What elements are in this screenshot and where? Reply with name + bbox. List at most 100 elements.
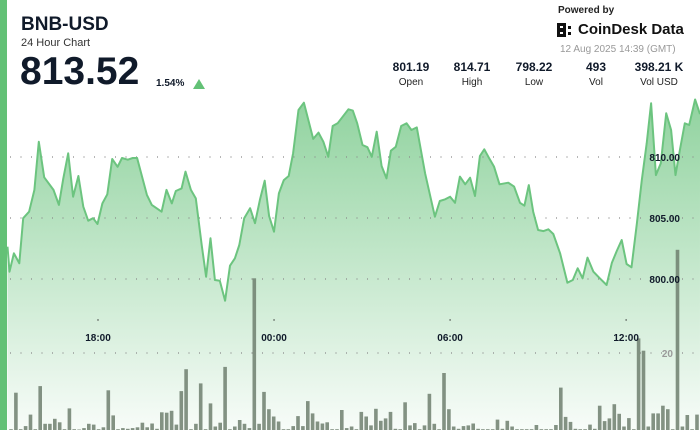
volume-bar bbox=[403, 402, 407, 430]
y-tick-label: 800.00 bbox=[649, 275, 680, 286]
volume-bar bbox=[111, 415, 115, 430]
volume-bar bbox=[169, 410, 174, 430]
volume-bar bbox=[130, 428, 135, 430]
volume-bar bbox=[184, 369, 188, 430]
volume-bar bbox=[310, 413, 315, 430]
volume-bars bbox=[9, 249, 699, 430]
brand-logo[interactable]: CoinDesk Data bbox=[557, 21, 684, 38]
stat-value: 398.21 K bbox=[634, 60, 684, 74]
volume-bar bbox=[597, 405, 602, 430]
volume-bar bbox=[174, 424, 179, 430]
volume-bar bbox=[627, 418, 631, 430]
stat-label: Vol bbox=[589, 77, 603, 88]
volume-bar bbox=[82, 428, 86, 430]
volume-bar bbox=[296, 416, 300, 430]
volume-bar bbox=[364, 416, 368, 430]
volume-bar bbox=[155, 428, 159, 430]
volume-bar bbox=[568, 421, 573, 430]
volume-bar bbox=[666, 409, 670, 430]
volume-bar bbox=[28, 414, 33, 430]
volume-bar bbox=[427, 393, 432, 430]
volume-bar bbox=[315, 421, 320, 430]
volume-bar bbox=[48, 423, 52, 430]
volume-bar bbox=[242, 423, 247, 430]
volume-bar bbox=[593, 428, 597, 430]
volume-bar bbox=[685, 415, 690, 430]
volume-bar bbox=[695, 414, 699, 430]
volume-bar bbox=[646, 426, 651, 430]
volume-bar bbox=[349, 426, 354, 430]
volume-bar bbox=[126, 428, 130, 430]
volume-bar bbox=[38, 386, 42, 430]
volume-bar bbox=[301, 426, 305, 430]
stat-value: 814.71 bbox=[453, 60, 491, 74]
volume-bar bbox=[461, 426, 466, 430]
volume-tick-label: 20 bbox=[662, 349, 674, 360]
volume-bar bbox=[471, 423, 475, 430]
volume-bar bbox=[651, 413, 655, 430]
x-tick-label: 18:00 bbox=[85, 333, 111, 344]
volume-bar bbox=[267, 409, 271, 430]
timestamp: 12 Aug 2025 14:39 (GMT) bbox=[560, 44, 676, 55]
volume-bar bbox=[223, 366, 227, 430]
stat-value: 493 bbox=[585, 60, 607, 74]
volume-bar bbox=[179, 391, 184, 430]
volume-bar bbox=[291, 426, 295, 430]
stat-label: Open bbox=[398, 77, 424, 88]
volume-bar bbox=[374, 408, 378, 430]
accent-bar bbox=[0, 0, 7, 430]
volume-bar bbox=[359, 411, 364, 430]
volume-bar bbox=[198, 383, 203, 430]
volume-bar bbox=[563, 416, 568, 430]
volume-bar bbox=[340, 410, 344, 430]
volume-bar bbox=[320, 423, 325, 430]
volume-bar bbox=[641, 350, 646, 430]
volume-bar bbox=[447, 409, 451, 430]
volume-bar bbox=[505, 420, 510, 430]
volume-bar bbox=[252, 278, 257, 430]
volume-bar bbox=[495, 419, 500, 430]
volume-bar bbox=[306, 401, 310, 430]
y-tick-label: 805.00 bbox=[649, 214, 680, 225]
stat-value: 801.19 bbox=[392, 60, 430, 74]
price-area bbox=[7, 99, 700, 430]
stat-vol: 493 Vol bbox=[566, 60, 626, 88]
page-title: BNB-USD bbox=[21, 14, 109, 35]
volume-bar bbox=[57, 422, 62, 430]
volume-bar bbox=[656, 413, 660, 430]
volume-bar bbox=[413, 423, 417, 430]
volume-bar bbox=[208, 403, 213, 430]
volume-bar bbox=[422, 425, 427, 430]
volume-bar bbox=[680, 426, 685, 430]
volume-bar bbox=[383, 418, 388, 430]
volume-bar bbox=[442, 373, 446, 430]
volume-bar bbox=[247, 428, 252, 430]
stat-value: 798.22 bbox=[515, 60, 553, 74]
stat-label: High bbox=[461, 77, 483, 88]
volume-bar bbox=[67, 408, 72, 430]
coindesk-logo-icon bbox=[557, 22, 571, 37]
volume-bar bbox=[534, 425, 539, 430]
current-price: 813.52 bbox=[20, 50, 140, 93]
triangle-up-icon bbox=[193, 79, 205, 89]
volume-bar bbox=[262, 391, 266, 430]
volume-bar bbox=[271, 416, 276, 430]
price-change: 1.54% bbox=[156, 78, 185, 89]
volume-bar bbox=[233, 426, 237, 430]
volume-bar bbox=[476, 428, 480, 430]
volume-bar bbox=[213, 426, 218, 430]
stat-vol-usd: 398.21 K Vol USD bbox=[629, 60, 689, 88]
price-line bbox=[6, 98, 700, 302]
volume-bar bbox=[573, 428, 578, 430]
volume-bar bbox=[325, 422, 329, 430]
chart-subtitle: 24 Hour Chart bbox=[21, 37, 91, 49]
volume-bar bbox=[602, 421, 607, 430]
x-tick-label: 00:00 bbox=[261, 333, 287, 344]
volume-bar bbox=[218, 422, 222, 430]
volume-bar bbox=[393, 428, 398, 430]
volume-bar bbox=[150, 423, 154, 430]
volume-bar bbox=[588, 424, 592, 430]
volume-bar bbox=[91, 424, 96, 430]
volume-bar bbox=[510, 426, 514, 430]
stat-low: 798.22 Low bbox=[504, 60, 564, 88]
